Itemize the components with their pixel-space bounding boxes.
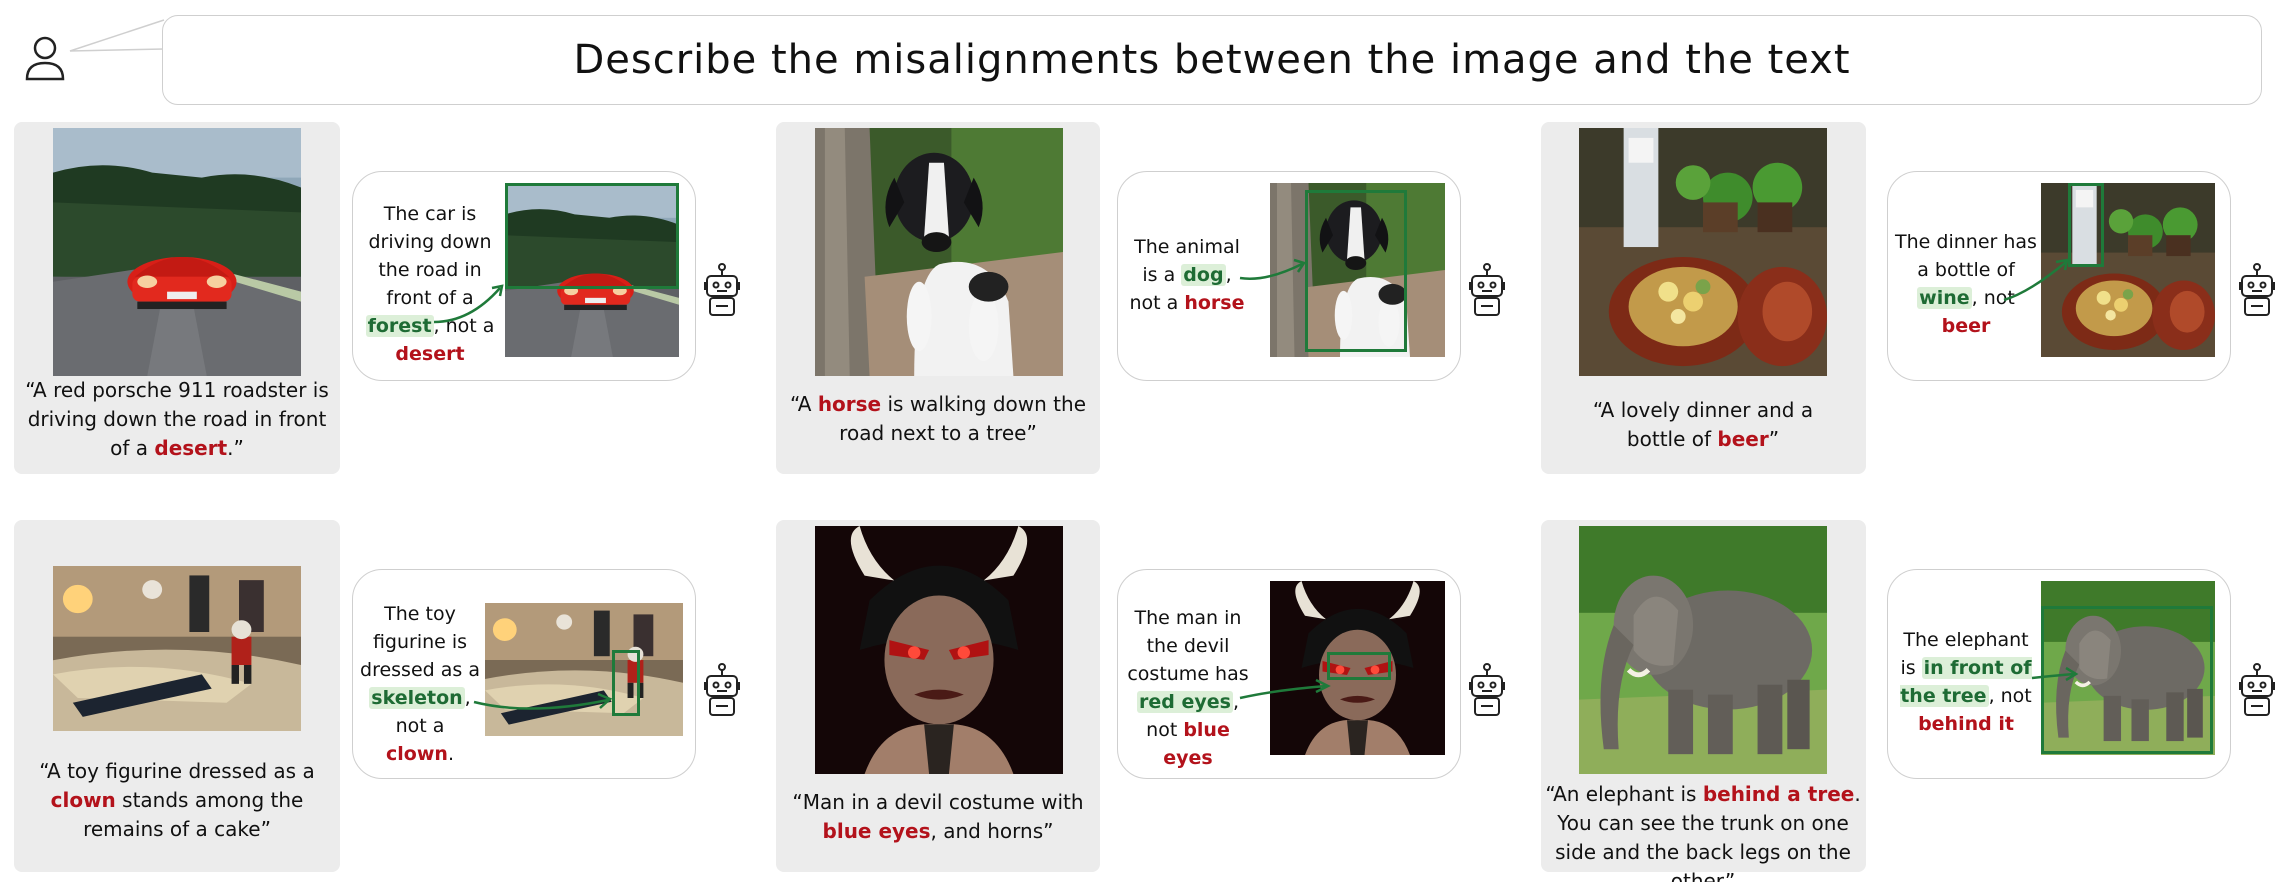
wrong-word: desert [154, 436, 228, 460]
speech-pointer [69, 19, 165, 52]
answer-text: The toy figurine is dressed as a skeleto… [360, 603, 480, 765]
wrong-word: clown [50, 788, 116, 812]
correct-word: forest [365, 315, 434, 337]
bounding-box [2041, 606, 2213, 754]
bounding-box [505, 183, 679, 289]
example-image-dinner [1579, 128, 1827, 376]
wrong-word: clown [386, 743, 448, 765]
example-image-dog [815, 128, 1063, 376]
prompt-text: Describe the misalignments between the i… [573, 37, 1851, 83]
wrong-word: horse [817, 392, 882, 416]
wrong-word: blue eyes [1163, 719, 1230, 769]
wrong-word: blue eyes [822, 819, 931, 843]
robot-icon [1467, 663, 1507, 717]
wrong-word: beer [1717, 427, 1769, 451]
answer-text: The dinner has a bottle of wine, not bee… [1895, 231, 2037, 337]
wrong-word: beer [1941, 315, 1991, 337]
bounding-box [1305, 190, 1407, 352]
wrong-word: desert [395, 343, 465, 365]
correct-word: wine [1917, 287, 1972, 309]
example-caption: “An elephant is behind a tree. You can s… [1545, 782, 1861, 882]
wrong-word: behind it [1918, 713, 2014, 735]
bounding-box [612, 650, 640, 716]
wrong-word: behind a tree [1702, 782, 1855, 806]
answer-text: The car is driving down the road in fron… [365, 203, 495, 365]
example-caption: “A horse is walking down the road next t… [789, 392, 1086, 445]
arrow-icon [2031, 666, 2079, 682]
prompt-bubble: Describe the misalignments between the i… [162, 15, 2262, 105]
example-caption: “A lovely dinner and a bottle of beer” [1592, 398, 1814, 451]
example-image-elephant [1579, 526, 1827, 774]
answer-text: The animal is a dog, not a horse [1129, 236, 1245, 314]
arrow-icon [473, 692, 613, 710]
arrow-icon [2003, 258, 2069, 302]
user-icon [25, 36, 65, 81]
arrow-icon [1239, 258, 1306, 280]
correct-word: dog [1181, 264, 1226, 286]
correct-word: skeleton [369, 687, 465, 709]
answer-text: The man in the devil costume has red eye… [1127, 607, 1249, 769]
robot-icon [2237, 263, 2277, 317]
robot-icon [2237, 663, 2277, 717]
example-image-toy [53, 566, 301, 731]
robot-icon [1467, 263, 1507, 317]
wrong-word: horse [1184, 292, 1245, 314]
example-image-car [53, 128, 301, 376]
arrow-icon [433, 284, 504, 324]
robot-icon [702, 263, 742, 317]
correct-word: red eyes [1137, 691, 1233, 713]
arrow-icon [1239, 678, 1331, 700]
example-caption: “A toy figurine dressed as a clown stand… [39, 759, 315, 841]
answer-text: The elephant is in front of the tree, no… [1900, 629, 2032, 735]
robot-icon [702, 663, 742, 717]
bounding-box [2068, 183, 2104, 267]
example-image-devil [815, 526, 1063, 774]
bounding-box [1327, 652, 1391, 680]
example-caption: “Man in a devil costume with blue eyes, … [792, 790, 1084, 843]
example-caption: “A red porsche 911 roadster is driving d… [25, 378, 329, 460]
